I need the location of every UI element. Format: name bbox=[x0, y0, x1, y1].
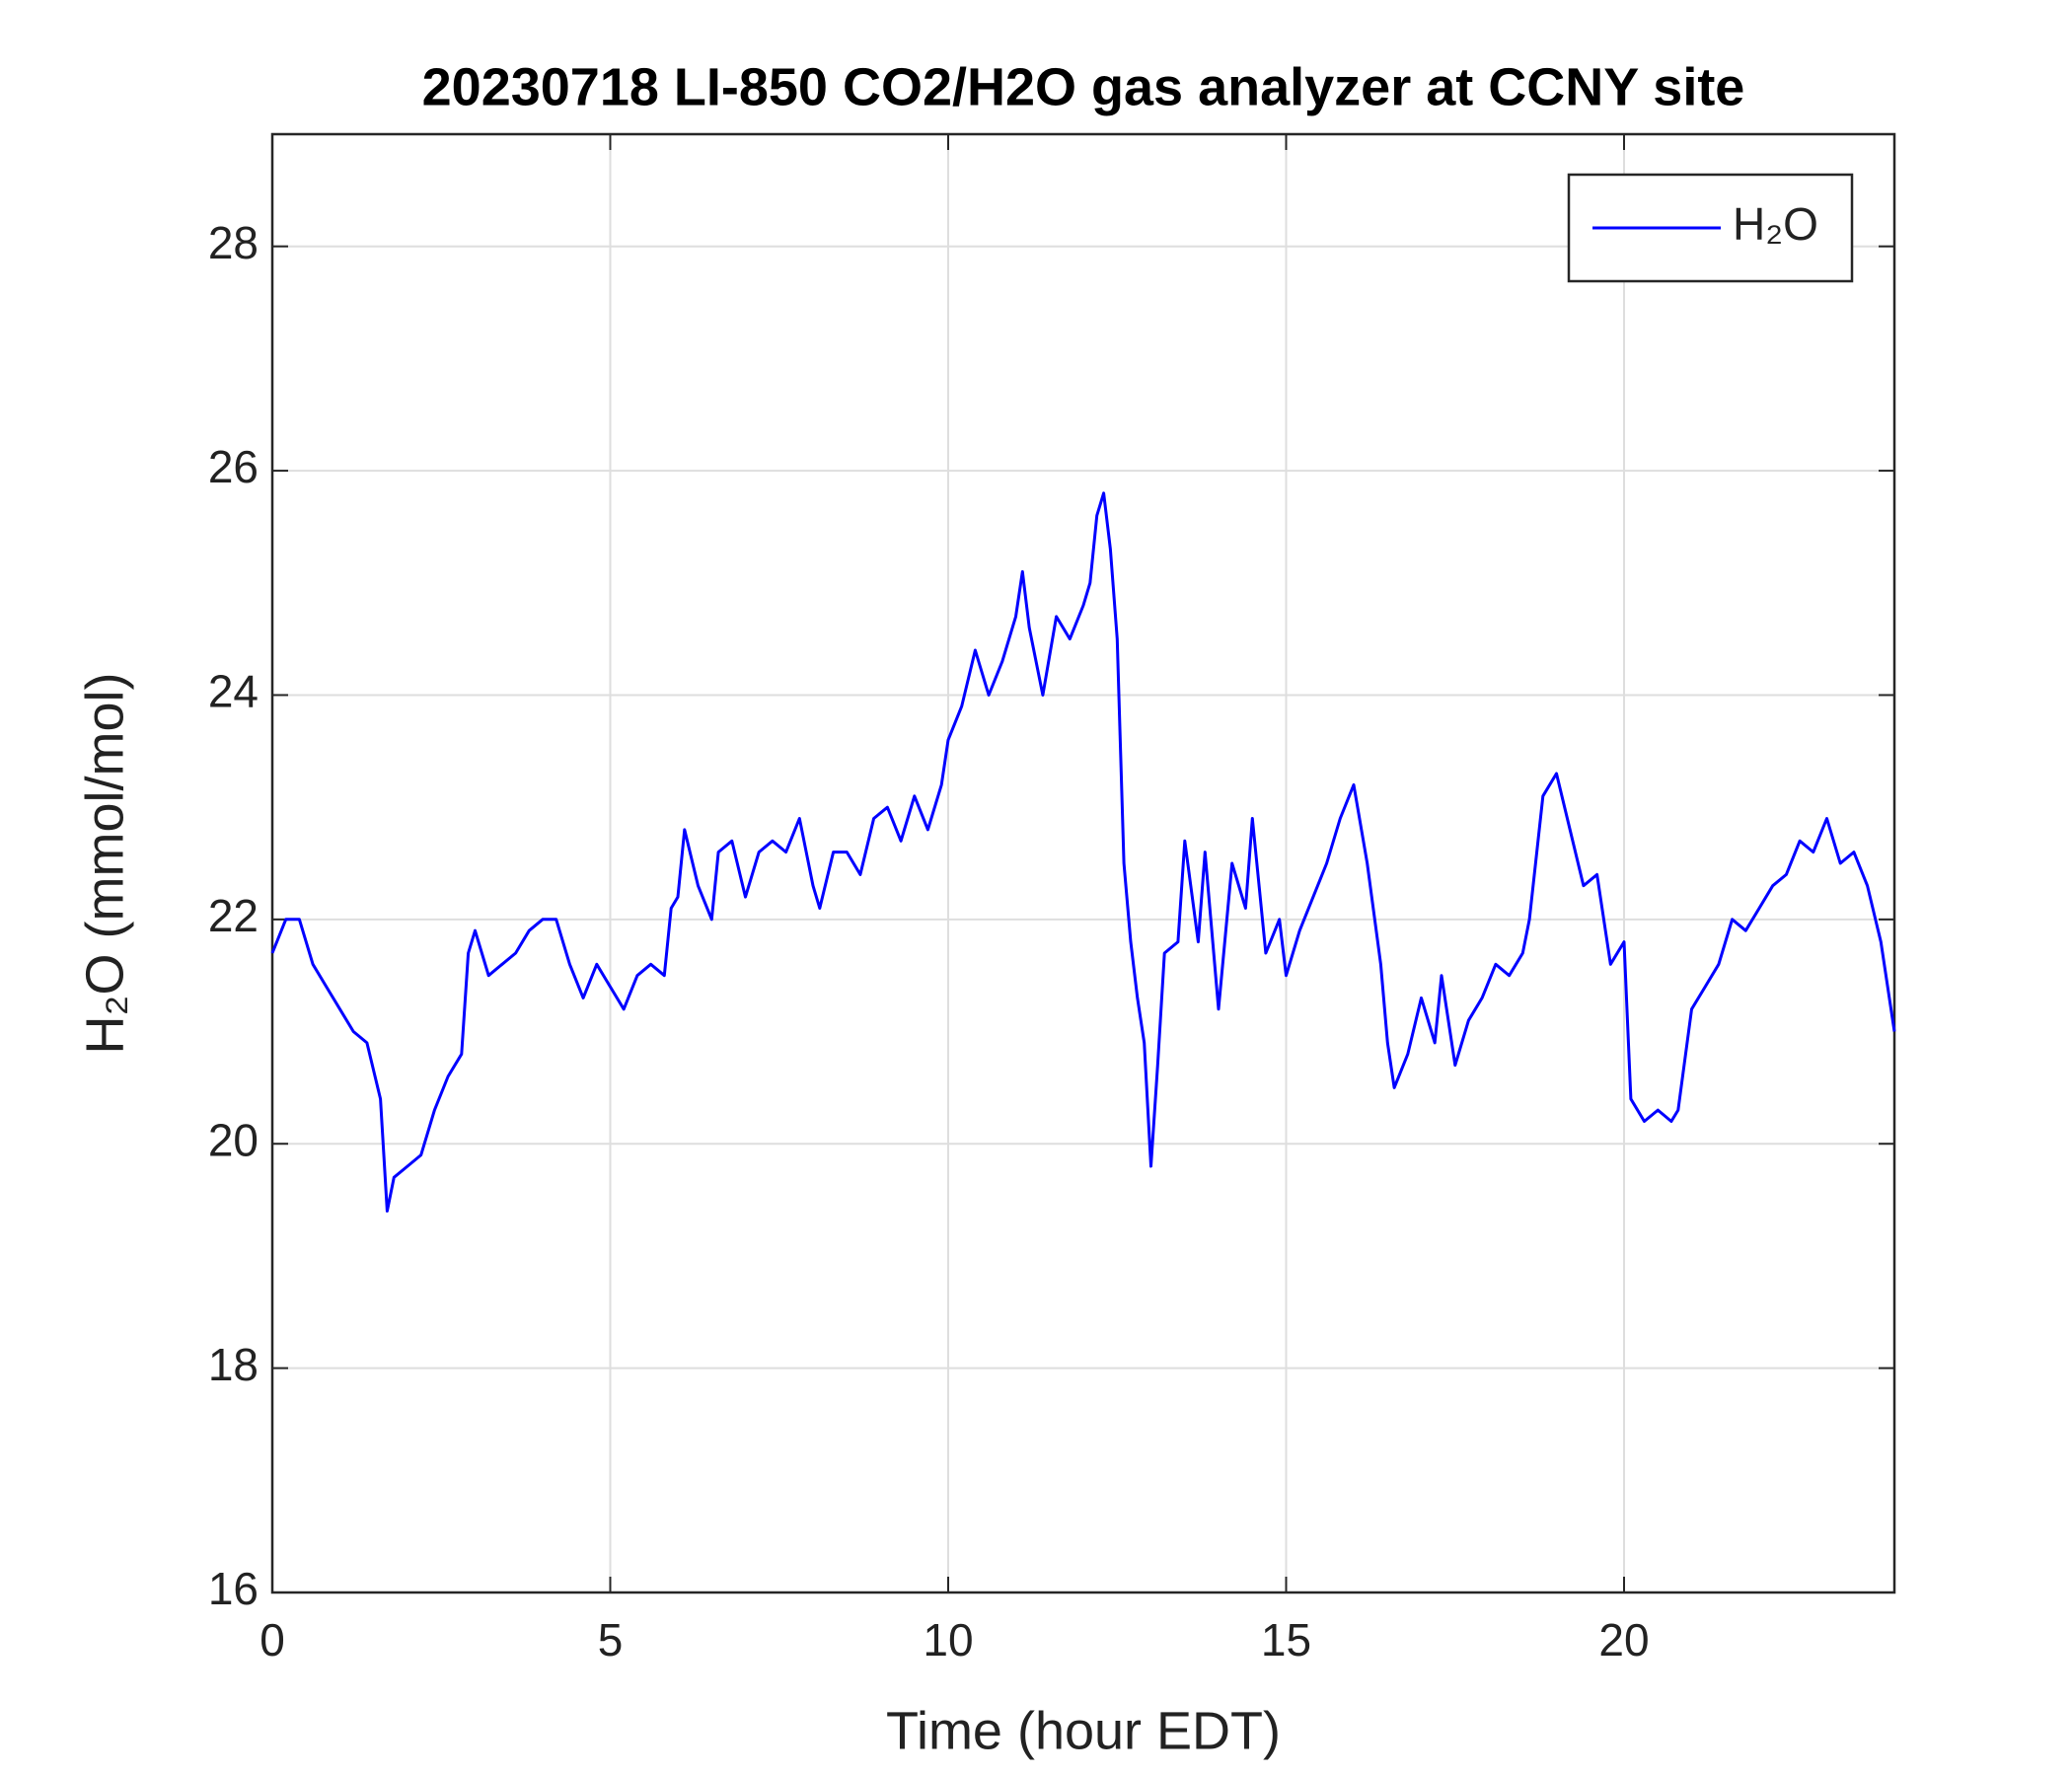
x-tick-label: 10 bbox=[923, 1614, 973, 1665]
chart-title: 20230718 LI-850 CO2/H2O gas analyzer at … bbox=[422, 57, 1745, 116]
x-tick-label: 0 bbox=[259, 1614, 285, 1665]
y-tick-label: 28 bbox=[208, 217, 259, 268]
x-tick-label: 5 bbox=[598, 1614, 624, 1665]
x-tick-label: 15 bbox=[1261, 1614, 1311, 1665]
y-tick-label: 22 bbox=[208, 890, 259, 941]
y-tick-label: 18 bbox=[208, 1339, 259, 1390]
y-tick-label: 20 bbox=[208, 1114, 259, 1165]
y-tick-label: 26 bbox=[208, 441, 259, 492]
legend-label: H₂O bbox=[1733, 198, 1818, 250]
plot-area bbox=[272, 134, 1894, 1592]
y-axis-label: H₂O (mmol/mol) bbox=[75, 673, 134, 1055]
plot-frame bbox=[270, 132, 1896, 1594]
x-axis-label: Time (hour EDT) bbox=[886, 1701, 1281, 1760]
x-tick-label: 20 bbox=[1598, 1614, 1649, 1665]
y-tick-label: 16 bbox=[208, 1563, 259, 1614]
data-line bbox=[270, 491, 1896, 1213]
y-tick-label: 24 bbox=[208, 666, 259, 717]
